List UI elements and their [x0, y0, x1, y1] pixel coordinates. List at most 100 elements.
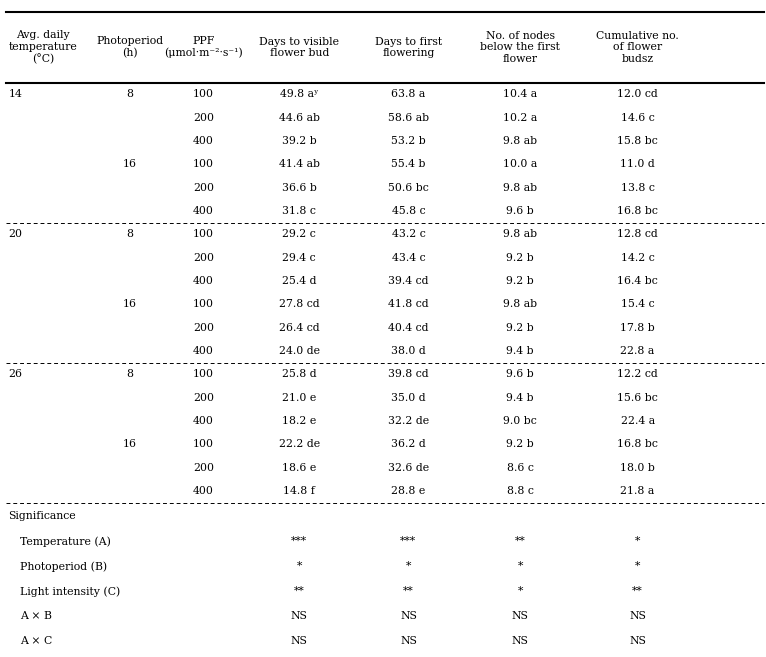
Text: Days to visible
flower bud: Days to visible flower bud — [260, 37, 339, 58]
Text: 9.8 ab: 9.8 ab — [503, 229, 537, 239]
Text: 9.4 b: 9.4 b — [506, 346, 534, 356]
Text: Light intensity (C): Light intensity (C) — [20, 586, 120, 597]
Text: 16.4 bc: 16.4 bc — [617, 276, 658, 286]
Text: 200: 200 — [193, 253, 214, 263]
Text: 100: 100 — [193, 440, 214, 449]
Text: 200: 200 — [193, 393, 214, 403]
Text: 9.2 b: 9.2 b — [506, 440, 534, 449]
Text: 400: 400 — [193, 136, 214, 146]
Text: Avg. daily
temperature
(°C): Avg. daily temperature (°C) — [8, 30, 77, 64]
Text: 9.4 b: 9.4 b — [506, 393, 534, 403]
Text: 15.6 bc: 15.6 bc — [617, 393, 658, 403]
Text: 8.6 c: 8.6 c — [506, 463, 534, 472]
Text: A × C: A × C — [20, 636, 52, 646]
Text: *: * — [406, 561, 411, 572]
Text: 100: 100 — [193, 160, 214, 170]
Text: **: ** — [515, 536, 525, 547]
Text: 400: 400 — [193, 486, 214, 496]
Text: 49.8 aʸ: 49.8 aʸ — [280, 89, 319, 99]
Text: NS: NS — [400, 611, 417, 622]
Text: ***: *** — [291, 536, 307, 547]
Text: 63.8 a: 63.8 a — [391, 89, 426, 99]
Text: 100: 100 — [193, 229, 214, 239]
Text: Photoperiod
(h): Photoperiod (h) — [96, 36, 163, 58]
Text: *: * — [518, 561, 523, 572]
Text: 55.4 b: 55.4 b — [391, 160, 426, 170]
Text: A × B: A × B — [20, 611, 52, 622]
Text: NS: NS — [512, 636, 529, 646]
Text: 50.6 bc: 50.6 bc — [388, 183, 429, 193]
Text: 100: 100 — [193, 89, 214, 99]
Text: 22.4 a: 22.4 a — [620, 416, 655, 426]
Text: 41.8 cd: 41.8 cd — [388, 300, 429, 309]
Text: 400: 400 — [193, 206, 214, 216]
Text: NS: NS — [291, 611, 308, 622]
Text: **: ** — [403, 586, 414, 597]
Text: 24.0 de: 24.0 de — [279, 346, 320, 356]
Text: 26.4 cd: 26.4 cd — [279, 323, 319, 332]
Text: 400: 400 — [193, 346, 214, 356]
Text: *: * — [635, 561, 640, 572]
Text: 9.0 bc: 9.0 bc — [503, 416, 537, 426]
Text: 400: 400 — [193, 416, 214, 426]
Text: 45.8 c: 45.8 c — [391, 206, 425, 216]
Text: 10.0 a: 10.0 a — [503, 160, 537, 170]
Text: 14: 14 — [8, 89, 22, 99]
Text: 39.4 cd: 39.4 cd — [388, 276, 429, 286]
Text: 100: 100 — [193, 300, 214, 309]
Text: 25.8 d: 25.8 d — [282, 369, 316, 379]
Text: 28.8 e: 28.8 e — [391, 486, 426, 496]
Text: 200: 200 — [193, 113, 214, 123]
Text: 9.8 ab: 9.8 ab — [503, 136, 537, 146]
Text: NS: NS — [400, 636, 417, 646]
Text: 29.4 c: 29.4 c — [283, 253, 316, 263]
Text: 38.0 d: 38.0 d — [391, 346, 426, 356]
Text: 18.2 e: 18.2 e — [282, 416, 316, 426]
Text: 17.8 b: 17.8 b — [620, 323, 655, 332]
Text: 8: 8 — [126, 369, 133, 379]
Text: 22.8 a: 22.8 a — [620, 346, 655, 356]
Text: **: ** — [632, 586, 643, 597]
Text: Temperature (A): Temperature (A) — [20, 536, 111, 547]
Text: NS: NS — [291, 636, 308, 646]
Text: 200: 200 — [193, 183, 214, 193]
Text: Cumulative no.
of flower
budsᴢ: Cumulative no. of flower budsᴢ — [596, 31, 679, 64]
Text: 58.6 ab: 58.6 ab — [388, 113, 429, 123]
Text: 31.8 c: 31.8 c — [283, 206, 316, 216]
Text: 9.2 b: 9.2 b — [506, 253, 534, 263]
Text: 400: 400 — [193, 276, 214, 286]
Text: 9.2 b: 9.2 b — [506, 323, 534, 332]
Text: 13.8 c: 13.8 c — [620, 183, 654, 193]
Text: 36.6 b: 36.6 b — [282, 183, 317, 193]
Text: NS: NS — [629, 611, 646, 622]
Text: 14.6 c: 14.6 c — [620, 113, 654, 123]
Text: 22.2 de: 22.2 de — [279, 440, 320, 449]
Text: 40.4 cd: 40.4 cd — [388, 323, 429, 332]
Text: NS: NS — [629, 636, 646, 646]
Text: 100: 100 — [193, 369, 214, 379]
Text: 200: 200 — [193, 323, 214, 332]
Text: 9.6 b: 9.6 b — [506, 369, 534, 379]
Text: 39.2 b: 39.2 b — [282, 136, 316, 146]
Text: 39.8 cd: 39.8 cd — [388, 369, 429, 379]
Text: 16: 16 — [123, 160, 136, 170]
Text: 12.2 cd: 12.2 cd — [617, 369, 658, 379]
Text: No. of nodes
below the first
flower: No. of nodes below the first flower — [480, 31, 560, 64]
Text: Significance: Significance — [8, 510, 76, 521]
Text: 27.8 cd: 27.8 cd — [279, 300, 319, 309]
Text: *: * — [518, 586, 523, 597]
Text: *: * — [635, 536, 640, 547]
Text: 20: 20 — [8, 229, 22, 239]
Text: 10.4 a: 10.4 a — [503, 89, 537, 99]
Text: Days to first
flowering: Days to first flowering — [375, 37, 442, 58]
Text: 18.6 e: 18.6 e — [282, 463, 316, 472]
Text: 8: 8 — [126, 229, 133, 239]
Text: *: * — [296, 561, 302, 572]
Text: 10.2 a: 10.2 a — [503, 113, 537, 123]
Text: 9.8 ab: 9.8 ab — [503, 300, 537, 309]
Text: 35.0 d: 35.0 d — [391, 393, 426, 403]
Text: 18.0 b: 18.0 b — [620, 463, 655, 472]
Text: 16.8 bc: 16.8 bc — [617, 440, 658, 449]
Text: 14.2 c: 14.2 c — [620, 253, 654, 263]
Text: 43.2 c: 43.2 c — [391, 229, 425, 239]
